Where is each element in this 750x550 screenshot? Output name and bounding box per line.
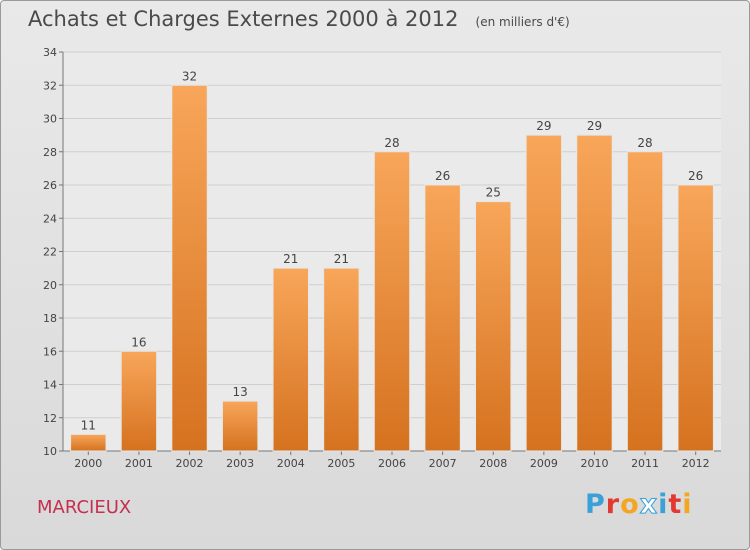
- x-tick-label: 2011: [631, 457, 659, 470]
- x-tick-label: 2000: [74, 457, 102, 470]
- x-tick-label: 2006: [378, 457, 406, 470]
- bar-2000: [70, 433, 107, 452]
- y-tick-label: 20: [43, 279, 57, 292]
- chart-unit: (en milliers d'€): [475, 15, 570, 29]
- title-row: Achats et Charges Externes 2000 à 2012 (…: [28, 7, 570, 31]
- bar-2002: [171, 84, 208, 452]
- y-tick-label: 24: [43, 212, 57, 225]
- x-tick-label: 2005: [327, 457, 355, 470]
- bar-2005: [323, 267, 360, 452]
- bar-value-label: 25: [486, 186, 501, 200]
- bar-value-label: 21: [334, 252, 349, 266]
- y-tick-label: 32: [43, 79, 57, 92]
- bar-2008: [475, 201, 512, 452]
- chart-title: Achats et Charges Externes 2000 à 2012: [28, 7, 459, 31]
- y-tick-label: 18: [43, 312, 57, 325]
- x-tick-label: 2008: [479, 457, 507, 470]
- x-tick-label: 2009: [530, 457, 558, 470]
- bar-value-label: 13: [233, 385, 248, 399]
- bar-value-label: 32: [182, 69, 197, 83]
- bar-value-label: 28: [637, 136, 652, 150]
- x-tick-label: 2003: [226, 457, 254, 470]
- x-tick-label: 2002: [176, 457, 204, 470]
- y-tick-label: 26: [43, 179, 57, 192]
- bar-2004: [272, 267, 309, 452]
- bar-value-label: 16: [131, 335, 146, 349]
- x-tick-label: 2004: [277, 457, 305, 470]
- bar-value-label: 28: [384, 136, 399, 150]
- proxiti-logo: Proxiti: [585, 489, 693, 521]
- bar-2009: [525, 134, 563, 452]
- bar-2012: [677, 184, 714, 452]
- y-tick-label: 22: [43, 246, 57, 259]
- bar-2003: [221, 400, 259, 452]
- y-tick-label: 14: [43, 379, 57, 392]
- y-tick-label: 34: [43, 46, 57, 59]
- bar-value-label: 26: [435, 169, 450, 183]
- bar-2001: [120, 350, 158, 452]
- x-tick-label: 2012: [682, 457, 710, 470]
- y-tick-label: 16: [43, 345, 57, 358]
- commune-name: MARCIEUX: [37, 497, 132, 518]
- bar-2011: [626, 151, 664, 452]
- bar-value-label: 26: [688, 169, 703, 183]
- x-tick-label: 2001: [125, 457, 153, 470]
- x-tick-label: 2007: [429, 457, 457, 470]
- bar-2007: [424, 184, 461, 452]
- bar-value-label: 11: [81, 418, 96, 432]
- x-tick-label: 2010: [580, 457, 608, 470]
- bar-value-label: 29: [536, 119, 551, 133]
- bar-2006: [373, 151, 411, 452]
- y-tick-label: 28: [43, 146, 57, 159]
- bar-value-label: 21: [283, 252, 298, 266]
- bar-value-label: 29: [587, 119, 602, 133]
- y-tick-label: 12: [43, 412, 57, 425]
- y-tick-label: 30: [43, 113, 57, 126]
- y-tick-label: 10: [43, 445, 57, 458]
- bar-2010: [576, 134, 613, 452]
